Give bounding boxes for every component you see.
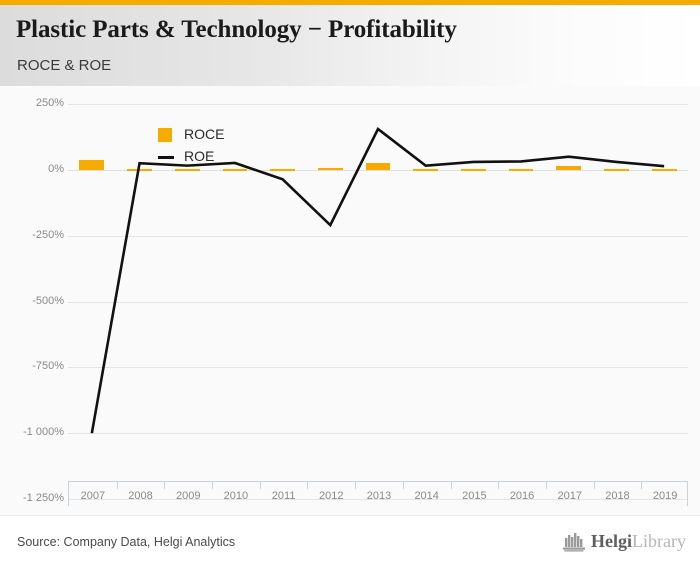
- bar: [508, 168, 534, 171]
- x-axis-tick-label: 2019: [652, 490, 678, 502]
- x-axis: 2007 2008 2009 2010 2011 2012 2013 2014 2015 2016…: [68, 482, 688, 506]
- legend-square-icon: [158, 128, 172, 142]
- gridline: [68, 301, 688, 303]
- x-axis-tick: [355, 482, 357, 489]
- bar: [79, 160, 105, 170]
- y-axis-tick-label: 250%: [35, 97, 64, 109]
- top-accent-bar: [0, 0, 700, 5]
- x-axis-tick-label: 2008: [128, 490, 153, 502]
- legend-label-roce: ROCE: [184, 126, 225, 142]
- x-axis-tick: [402, 482, 404, 489]
- x-axis-tick-label: 2012: [319, 490, 344, 502]
- x-axis-tick: [545, 482, 547, 489]
- y-axis-tick-label: -1 000%: [23, 426, 64, 439]
- x-axis-tick-label: 2017: [557, 490, 582, 502]
- chart-header: Plastic Parts & Technology − Profitabili…: [0, 5, 700, 86]
- page-title: Plastic Parts & Technology − Profitabili…: [16, 16, 457, 43]
- x-axis-tick: [498, 482, 500, 489]
- y-axis-tick-label: -250%: [32, 228, 64, 241]
- x-axis-tick-label: 2007: [80, 490, 106, 502]
- gridline: [68, 104, 688, 105]
- gridline: [68, 499, 688, 500]
- x-axis-tick: [307, 482, 309, 489]
- chart-footer: Source: Company Data, Helgi Analytics He…: [0, 515, 700, 568]
- source-note: Source: Company Data, Helgi Analytics: [17, 535, 236, 549]
- library-books-icon: [563, 532, 586, 551]
- x-axis-tick: [259, 482, 261, 489]
- gridline: [68, 433, 688, 435]
- bar: [270, 169, 295, 172]
- x-axis-tick-label: 2010: [223, 490, 249, 502]
- bar: [365, 162, 391, 170]
- x-axis-tick: [164, 482, 166, 489]
- y-axis-tick-label: -750%: [32, 360, 64, 373]
- x-axis-line: [68, 481, 688, 482]
- x-axis-tick: [116, 482, 118, 489]
- y-axis-tick-label: 0%: [48, 162, 64, 175]
- x-axis-tick: [450, 482, 452, 489]
- gridline: [68, 367, 688, 369]
- helgi-library-logo[interactable]: HelgiLibrary: [563, 531, 686, 552]
- bar: [222, 168, 248, 171]
- bar: [604, 168, 629, 171]
- x-axis-tick: [212, 482, 214, 489]
- bar: [174, 169, 200, 172]
- bar: [651, 169, 677, 172]
- brand-wordmark: HelgiLibrary: [591, 531, 686, 552]
- bar: [413, 169, 439, 172]
- footer-divider: [0, 515, 700, 516]
- legend-line-icon: [158, 156, 174, 159]
- brand-helgi: Helgi: [591, 531, 633, 551]
- legend-label-roe: ROE: [184, 148, 215, 164]
- line-series-roe: [90, 127, 665, 434]
- brand-library: Library: [632, 531, 686, 551]
- x-axis-tick: [593, 482, 595, 489]
- x-axis-tick-label: 2016: [509, 490, 535, 502]
- x-axis-tick-label: 2011: [271, 490, 296, 502]
- x-axis-tick-label: 2009: [175, 490, 201, 502]
- x-axis-tick-label: 2018: [605, 490, 630, 502]
- y-axis-tick-label: -500%: [32, 294, 64, 307]
- gridline: [68, 169, 688, 171]
- x-axis-tick: [641, 482, 643, 489]
- bar: [317, 167, 343, 170]
- plot-container: 250% 0% -250% -500% -750% -1 000% -1 250% ROCE…: [0, 86, 700, 515]
- y-axis-tick-label: -1 250%: [23, 492, 64, 504]
- bar: [460, 168, 486, 171]
- gridline: [68, 235, 688, 237]
- x-axis-tick-label: 2015: [462, 490, 487, 502]
- plot-area: ROCE ROE: [68, 104, 688, 500]
- bar: [556, 165, 582, 170]
- x-axis-tick-label: 2013: [366, 490, 392, 502]
- page-subtitle: ROCE & ROE: [17, 57, 112, 74]
- x-axis-tick-label: 2014: [414, 490, 439, 502]
- y-axis: 250% 0% -250% -500% -750% -1 000% -1 250%: [0, 97, 64, 504]
